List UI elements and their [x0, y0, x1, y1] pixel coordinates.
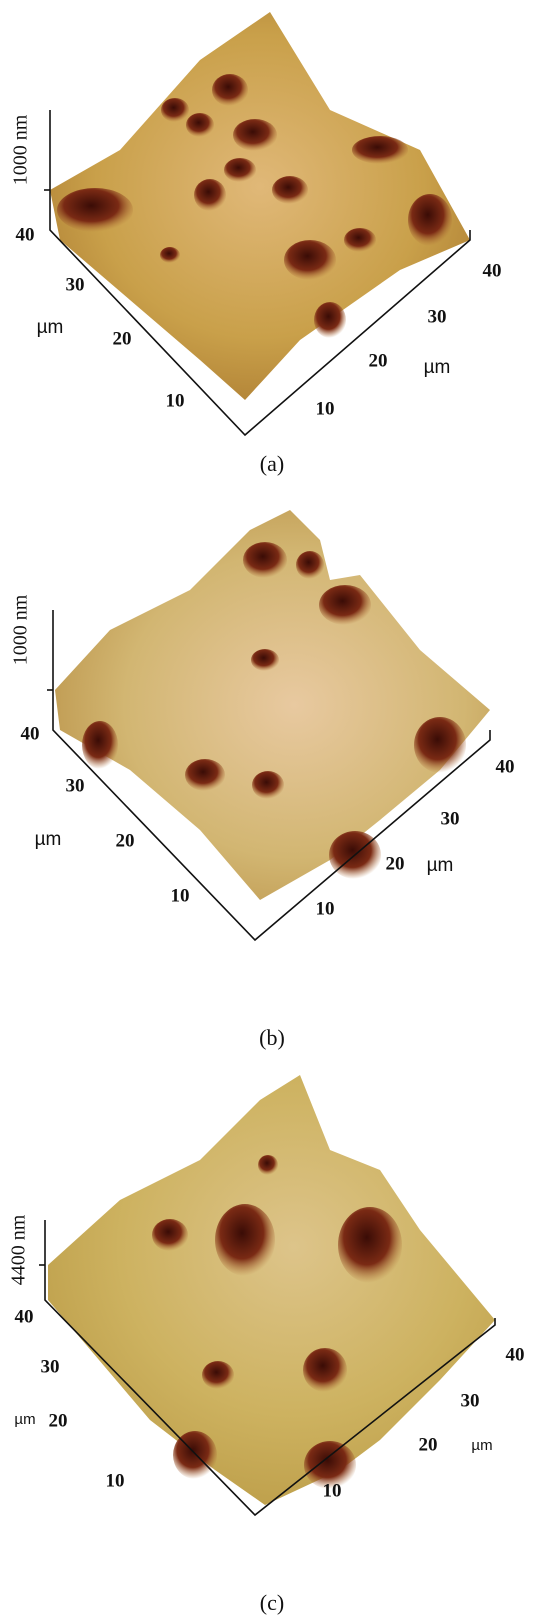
left-tick: 40 — [21, 723, 40, 744]
caption: (b) — [259, 1025, 285, 1050]
z-label: 1000 nm — [10, 594, 32, 665]
caption: (a) — [260, 451, 284, 476]
panel-a — [44, 12, 470, 435]
left-tick: 20 — [113, 328, 132, 349]
left-unit: µm — [14, 1411, 35, 1428]
right-tick: 10 — [323, 1480, 342, 1501]
caption: (c) — [260, 1590, 284, 1615]
left-unit: µm — [37, 317, 64, 338]
left-tick: 20 — [116, 830, 135, 851]
left-tick: 30 — [66, 274, 85, 295]
right-unit: µm — [427, 855, 454, 876]
left-tick: 10 — [106, 1470, 125, 1491]
z-label: 1000 nm — [10, 114, 32, 185]
right-tick: 10 — [316, 398, 335, 419]
right-unit: µm — [424, 357, 451, 378]
right-tick: 20 — [386, 853, 405, 874]
right-tick: 20 — [369, 350, 388, 371]
right-tick: 40 — [483, 260, 502, 281]
right-unit: µm — [471, 1437, 492, 1454]
right-tick: 20 — [419, 1434, 438, 1455]
right-tick: 30 — [441, 808, 460, 829]
left-tick: 40 — [16, 224, 35, 245]
left-tick: 10 — [171, 885, 190, 906]
left-tick: 20 — [49, 1410, 68, 1431]
right-tick: 30 — [428, 306, 447, 327]
left-tick: 30 — [66, 775, 85, 796]
left-tick: 30 — [41, 1356, 60, 1377]
z-label: 4400 nm — [8, 1214, 30, 1285]
left-tick: 10 — [166, 390, 185, 411]
right-tick: 30 — [461, 1390, 480, 1411]
right-tick: 40 — [506, 1344, 525, 1365]
right-tick: 40 — [496, 756, 515, 777]
panel-b — [47, 510, 490, 940]
left-unit: µm — [35, 829, 62, 850]
left-tick: 40 — [15, 1306, 34, 1327]
right-tick: 10 — [316, 898, 335, 919]
figure: 1000 nm 40 30 20 10 µm 40 30 20 10 µm (a… — [0, 0, 545, 1620]
